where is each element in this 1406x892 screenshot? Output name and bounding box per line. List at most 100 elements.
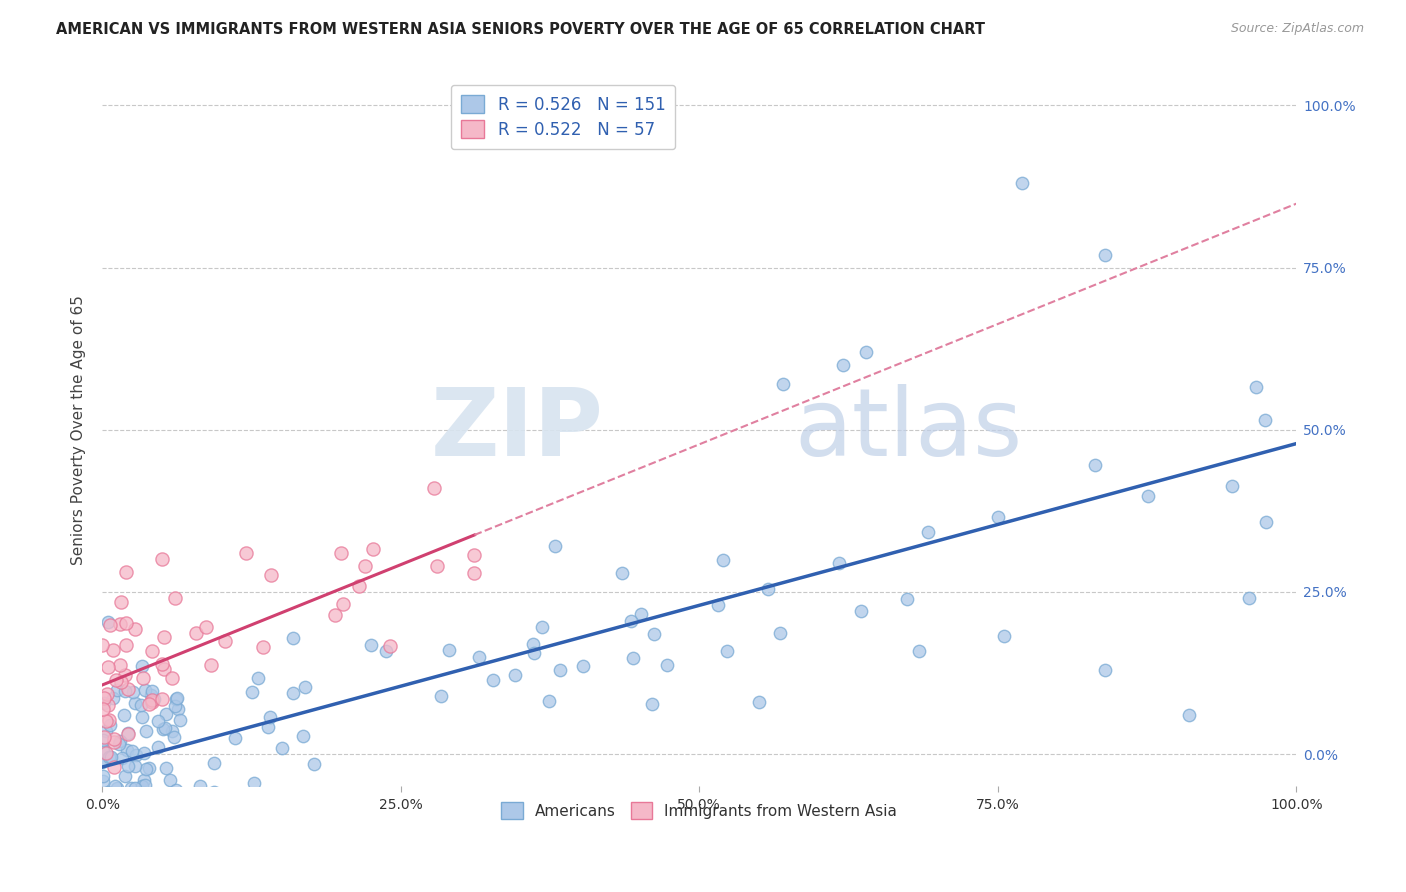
Point bbox=[716, 644, 738, 658]
Point bbox=[120, 781, 142, 796]
Point bbox=[124, 622, 146, 636]
Point bbox=[548, 663, 571, 677]
Point bbox=[439, 642, 461, 657]
Point bbox=[93, 696, 115, 710]
Point bbox=[131, 659, 153, 673]
Point bbox=[115, 796, 138, 810]
Point bbox=[97, 660, 120, 674]
Point bbox=[523, 646, 546, 660]
Point bbox=[146, 740, 169, 755]
Point bbox=[111, 751, 134, 765]
Point bbox=[107, 737, 129, 751]
Point bbox=[114, 769, 136, 783]
Point bbox=[153, 662, 176, 676]
Point bbox=[114, 668, 136, 682]
Point bbox=[641, 697, 664, 711]
Point bbox=[132, 671, 155, 685]
Point bbox=[141, 787, 163, 801]
Point bbox=[134, 682, 156, 697]
Point bbox=[142, 789, 165, 803]
Point bbox=[1220, 479, 1243, 493]
Point bbox=[141, 695, 163, 709]
Point bbox=[162, 672, 184, 686]
Y-axis label: Seniors Poverty Over the Age of 65: Seniors Poverty Over the Age of 65 bbox=[72, 294, 86, 565]
Point bbox=[1084, 458, 1107, 472]
Point bbox=[165, 692, 187, 706]
Point bbox=[202, 756, 225, 770]
Point bbox=[360, 639, 382, 653]
Point bbox=[91, 744, 114, 758]
Point bbox=[96, 687, 118, 701]
Point bbox=[97, 790, 120, 805]
Point bbox=[204, 785, 226, 799]
Point bbox=[200, 657, 222, 672]
Point bbox=[184, 626, 207, 640]
Point bbox=[380, 639, 402, 653]
Point bbox=[91, 812, 114, 826]
Point bbox=[423, 481, 446, 495]
Point bbox=[115, 616, 138, 631]
Point bbox=[91, 796, 114, 810]
Point bbox=[97, 797, 120, 812]
Point bbox=[347, 578, 370, 592]
Point bbox=[136, 812, 159, 826]
Point bbox=[155, 761, 177, 775]
Point bbox=[571, 658, 593, 673]
Text: AMERICAN VS IMMIGRANTS FROM WESTERN ASIA SENIORS POVERTY OVER THE AGE OF 65 CORR: AMERICAN VS IMMIGRANTS FROM WESTERN ASIA… bbox=[56, 22, 986, 37]
Point bbox=[1011, 176, 1033, 190]
Point bbox=[163, 698, 186, 713]
Point bbox=[139, 811, 162, 825]
Point bbox=[247, 671, 270, 685]
Point bbox=[124, 780, 146, 795]
Point bbox=[97, 615, 120, 630]
Point bbox=[150, 657, 173, 672]
Point bbox=[114, 684, 136, 698]
Point bbox=[1244, 380, 1267, 394]
Point bbox=[103, 735, 125, 749]
Point bbox=[630, 607, 652, 621]
Point bbox=[152, 630, 174, 644]
Point bbox=[104, 779, 127, 793]
Point bbox=[134, 778, 156, 792]
Point bbox=[96, 714, 118, 729]
Point bbox=[756, 582, 779, 596]
Point bbox=[240, 685, 263, 699]
Point bbox=[1178, 708, 1201, 723]
Point bbox=[323, 607, 346, 622]
Point bbox=[643, 627, 665, 641]
Point bbox=[138, 760, 160, 774]
Point bbox=[257, 720, 280, 734]
Point bbox=[530, 620, 553, 634]
Point bbox=[138, 697, 160, 711]
Point bbox=[142, 691, 165, 706]
Point bbox=[135, 762, 157, 776]
Point bbox=[110, 734, 132, 748]
Point bbox=[330, 546, 353, 560]
Point bbox=[103, 801, 125, 815]
Point bbox=[105, 812, 128, 826]
Point bbox=[896, 591, 918, 606]
Point bbox=[463, 548, 485, 562]
Point bbox=[110, 595, 132, 609]
Point bbox=[138, 801, 160, 815]
Point bbox=[91, 638, 114, 652]
Point bbox=[121, 743, 143, 757]
Point bbox=[101, 690, 124, 705]
Point bbox=[124, 696, 146, 710]
Point bbox=[707, 599, 730, 613]
Point bbox=[522, 637, 544, 651]
Point bbox=[354, 558, 377, 573]
Point bbox=[93, 691, 115, 706]
Point bbox=[105, 673, 128, 688]
Point bbox=[125, 747, 148, 762]
Point bbox=[160, 724, 183, 739]
Point bbox=[827, 556, 849, 570]
Point bbox=[108, 657, 131, 672]
Point bbox=[620, 615, 643, 629]
Point bbox=[283, 631, 305, 645]
Point bbox=[987, 510, 1010, 524]
Point bbox=[166, 691, 188, 706]
Point bbox=[91, 754, 114, 768]
Point bbox=[91, 769, 114, 783]
Point bbox=[114, 638, 136, 652]
